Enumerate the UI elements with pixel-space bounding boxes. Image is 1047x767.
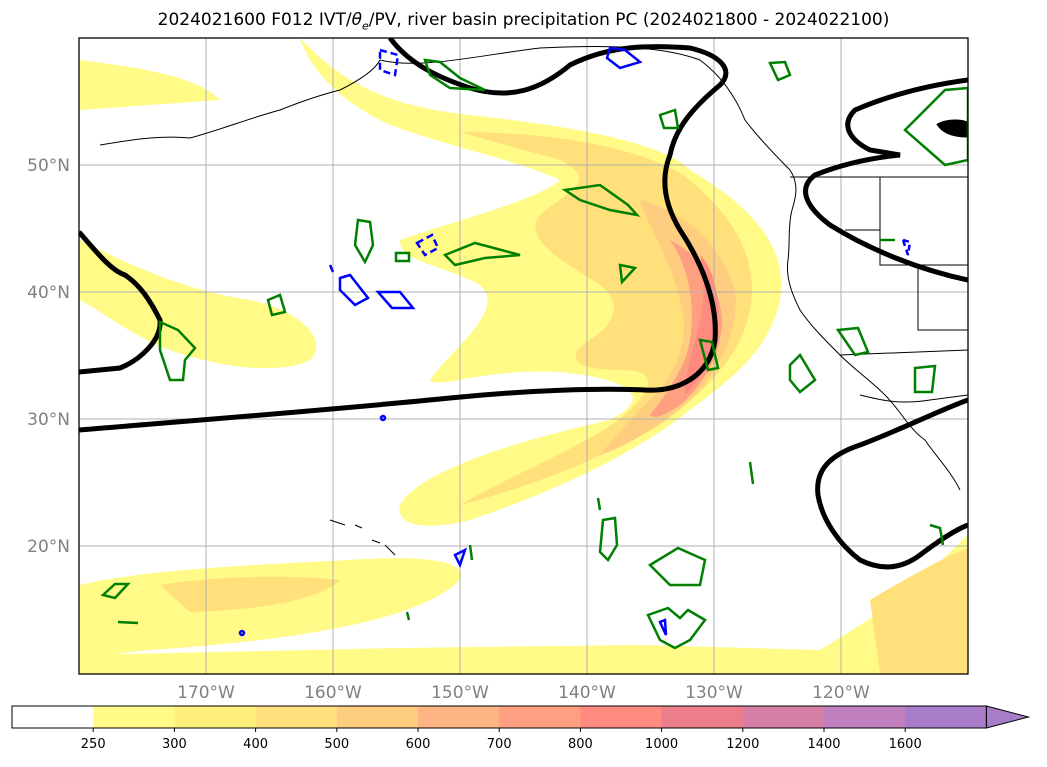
colorbar-tick-label: 500 [324,737,349,752]
colorbar-bin [824,706,906,728]
colorbar-bin [905,706,987,728]
lat-label: 40°N [27,283,70,303]
map-panel [79,38,968,674]
lat-label: 50°N [27,156,70,176]
lon-label: 120°W [812,683,870,703]
colorbar-tick-label: 300 [162,737,187,752]
lon-label: 160°W [304,683,362,703]
lon-label: 150°W [431,683,489,703]
colorbar-tick-label: 250 [81,737,106,752]
colorbar-tick-label: 1200 [726,737,759,752]
pv-contours [79,38,968,570]
colorbar-tick-label: 1600 [889,737,922,752]
lat-label: 30°N [27,410,70,430]
colorbar: 250 300 400 500 600 700 800 1000 1200 1400 1600 [11,705,1031,752]
colorbar-tick-label: 400 [243,737,268,752]
colorbar-bin [661,706,744,728]
colorbar-bin [742,706,825,728]
colorbar-tick-label: 800 [568,737,593,752]
colorbar-tick-label: 600 [406,737,431,752]
colorbar-bin [336,706,419,728]
lon-label: 130°W [685,683,743,703]
colorbar-tick-label: 700 [487,737,512,752]
theta-e-negative-contours [238,46,912,637]
colorbar-tick-label: 1400 [807,737,840,752]
colorbar-bin [12,706,94,728]
latitude-labels: 50°N 40°N 30°N 20°N [27,156,70,557]
colorbar-bin [418,706,500,728]
lon-label: 170°W [177,683,235,703]
colorbar-bin [499,706,581,728]
colorbar-extend-arrow [985,705,1031,729]
coastlines [99,45,968,556]
colorbar-bin [580,706,663,728]
colorbar-bin [255,706,338,728]
map-frame [78,37,969,675]
lon-label: 140°W [558,683,616,703]
longitude-labels: 170°W 160°W 150°W 140°W 130°W 120°W [177,683,870,703]
colorbar-tick-label: 1000 [645,737,678,752]
lat-label: 20°N [27,537,70,557]
map-title: 2024021600 F012 IVT/θe/PV, river basin p… [157,10,890,33]
colorbar-bin [93,706,175,728]
colorbar-bin [174,706,257,728]
theta-e-positive-contours [100,58,968,650]
